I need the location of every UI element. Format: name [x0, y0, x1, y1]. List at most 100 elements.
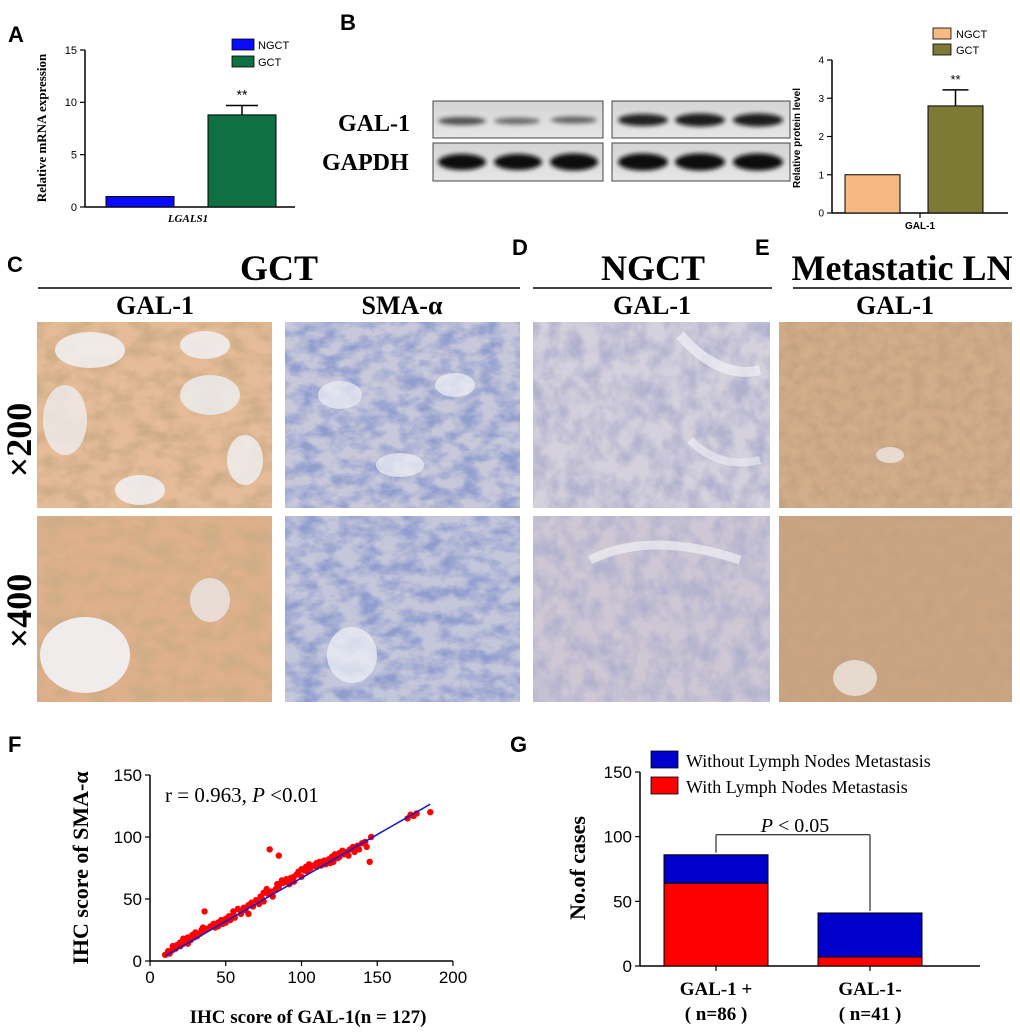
panel-label-e: E — [755, 235, 770, 260]
blot-band — [733, 113, 783, 127]
scatter-point — [355, 846, 363, 853]
chart-g-legend-swatch-with — [650, 776, 679, 795]
blot-band — [551, 116, 597, 124]
y-tick-label: 2 — [818, 132, 824, 143]
stain-label-gct-sma: SMA-α — [362, 291, 443, 320]
chart-a-legend-swatch-ngct — [231, 38, 255, 51]
bar-ngct — [844, 174, 901, 214]
bar-segment-without-metastasis — [663, 854, 769, 884]
chart-b-legend-swatch-ngct — [932, 27, 952, 40]
bar-segment-with-metastasis — [663, 882, 769, 967]
group-title-gct: GCT — [240, 248, 318, 288]
chart-b-legend-ngct: NGCT — [956, 29, 987, 41]
chart-b-xlabel: GAL-1 — [905, 221, 935, 232]
regression-line — [164, 803, 431, 957]
scatter-point — [363, 843, 370, 851]
chart-a-ylabel: Relative mRNA expression — [34, 53, 49, 202]
group-title-metastatic: Metastatic LN — [792, 248, 1013, 288]
panel-label-d: D — [512, 235, 528, 260]
y-tick-label: 4 — [818, 56, 824, 67]
y-tick-label: 50 — [613, 892, 632, 911]
y-tick-label: 100 — [604, 828, 632, 847]
micrograph-met-gal1-200 — [779, 322, 1012, 508]
western-blot: GAL-1 GAPDH — [322, 100, 791, 182]
chart-a: Relative mRNA expression LGALS1 NGCT GCT… — [34, 38, 295, 225]
chart-f-xlabel: IHC score of GAL-1(n = 127) — [190, 1007, 427, 1028]
scatter-point — [345, 852, 352, 859]
micrograph-ngct-gal1-400 — [533, 516, 770, 702]
panel-label-a: A — [8, 22, 24, 47]
scatter-point — [427, 809, 434, 816]
y-tick-label: 50 — [123, 890, 142, 909]
x-tick-label: 0 — [145, 968, 154, 987]
scatter-point — [245, 910, 252, 918]
chart-a-legend-ngct: NGCT — [258, 40, 289, 52]
chart-f-annotation: r = 0.963, P <0.01 — [165, 783, 319, 807]
y-tick-label: 10 — [65, 97, 77, 109]
scatter-point — [201, 908, 208, 915]
y-tick-label: 15 — [65, 45, 77, 57]
stain-label-gct-gal1: GAL-1 — [116, 291, 194, 320]
micrograph-gct-gal1-200 — [37, 322, 272, 508]
y-tick-label: 150 — [114, 766, 142, 785]
y-tick-label: 150 — [604, 763, 632, 782]
micrograph-ngct-gal1-200 — [533, 322, 770, 508]
y-tick-label: 0 — [71, 202, 77, 214]
bar-ngct — [105, 196, 175, 208]
x-category-n: ( n=86 ) — [685, 1004, 748, 1025]
micrograph-gct-gal1-400 — [37, 516, 272, 702]
magnification-200: ×200 — [0, 403, 39, 478]
blot-band — [550, 153, 598, 171]
micrograph-gct-sma-200 — [285, 322, 520, 508]
blot-label-gal1: GAL-1 — [338, 111, 410, 137]
panel-label-b: B — [340, 10, 356, 35]
micrograph-gct-sma-400 — [285, 516, 520, 702]
y-tick-label: 0 — [818, 209, 824, 220]
y-tick-label: 0 — [133, 952, 142, 971]
chart-b: Relative protein level GAL-1 NGCT GCT 0 1… — [792, 27, 1008, 232]
x-category-label: GAL-1 + — [680, 979, 753, 1000]
chart-g-legend-with: With Lymph Nodes Metastasis — [686, 777, 908, 797]
chart-b-ylabel: Relative protein level — [792, 88, 803, 188]
chart-g-legend-without: Without Lymph Nodes Metastasis — [686, 751, 931, 771]
bar-gct — [927, 105, 984, 214]
significance-label: ** — [950, 72, 960, 87]
blot-band — [675, 153, 725, 171]
x-tick-label: 200 — [439, 968, 467, 987]
y-tick-label: 1 — [818, 170, 824, 181]
bar-gct — [207, 114, 277, 208]
scatter-point — [266, 846, 273, 853]
chart-b-legend-swatch-gct — [932, 43, 952, 56]
stain-label-met-gal1: GAL-1 — [856, 291, 934, 320]
chart-f: IHC score of SMA-α IHC score of GAL-1(n … — [68, 766, 467, 1028]
x-category-n: ( n=41 ) — [839, 1004, 902, 1025]
blot-label-gapdh: GAPDH — [322, 150, 409, 176]
y-tick-label: 0 — [623, 957, 632, 976]
blot-band — [675, 113, 725, 127]
group-title-ngct: NGCT — [601, 248, 705, 288]
x-tick-label: 100 — [287, 968, 315, 987]
stain-label-ngct-gal1: GAL-1 — [613, 291, 691, 320]
chart-a-legend-swatch-gct — [231, 55, 255, 68]
y-tick-label: 3 — [818, 94, 824, 105]
panel-label-f: F — [8, 732, 21, 757]
scatter-point — [366, 858, 373, 865]
blot-band — [494, 117, 540, 125]
blot-band — [618, 114, 668, 126]
blot-band — [438, 154, 486, 170]
significance-label: ** — [237, 86, 248, 102]
blot-band — [494, 154, 542, 170]
chart-g: No.of cases Without Lymph Nodes Metastas… — [565, 750, 980, 1025]
blot-band — [438, 117, 486, 125]
bar-segment-with-metastasis — [817, 956, 923, 967]
panel-label-c: C — [7, 252, 23, 277]
x-category-label: GAL-1- — [838, 979, 901, 1000]
blot-band — [618, 153, 668, 171]
chart-f-ylabel: IHC score of SMA-α — [68, 771, 93, 965]
blot-band — [733, 153, 783, 171]
x-tick-label: 150 — [363, 968, 391, 987]
scatter-point — [275, 852, 282, 859]
chart-a-legend-gct: GCT — [258, 57, 282, 69]
scatter-point — [275, 883, 282, 890]
